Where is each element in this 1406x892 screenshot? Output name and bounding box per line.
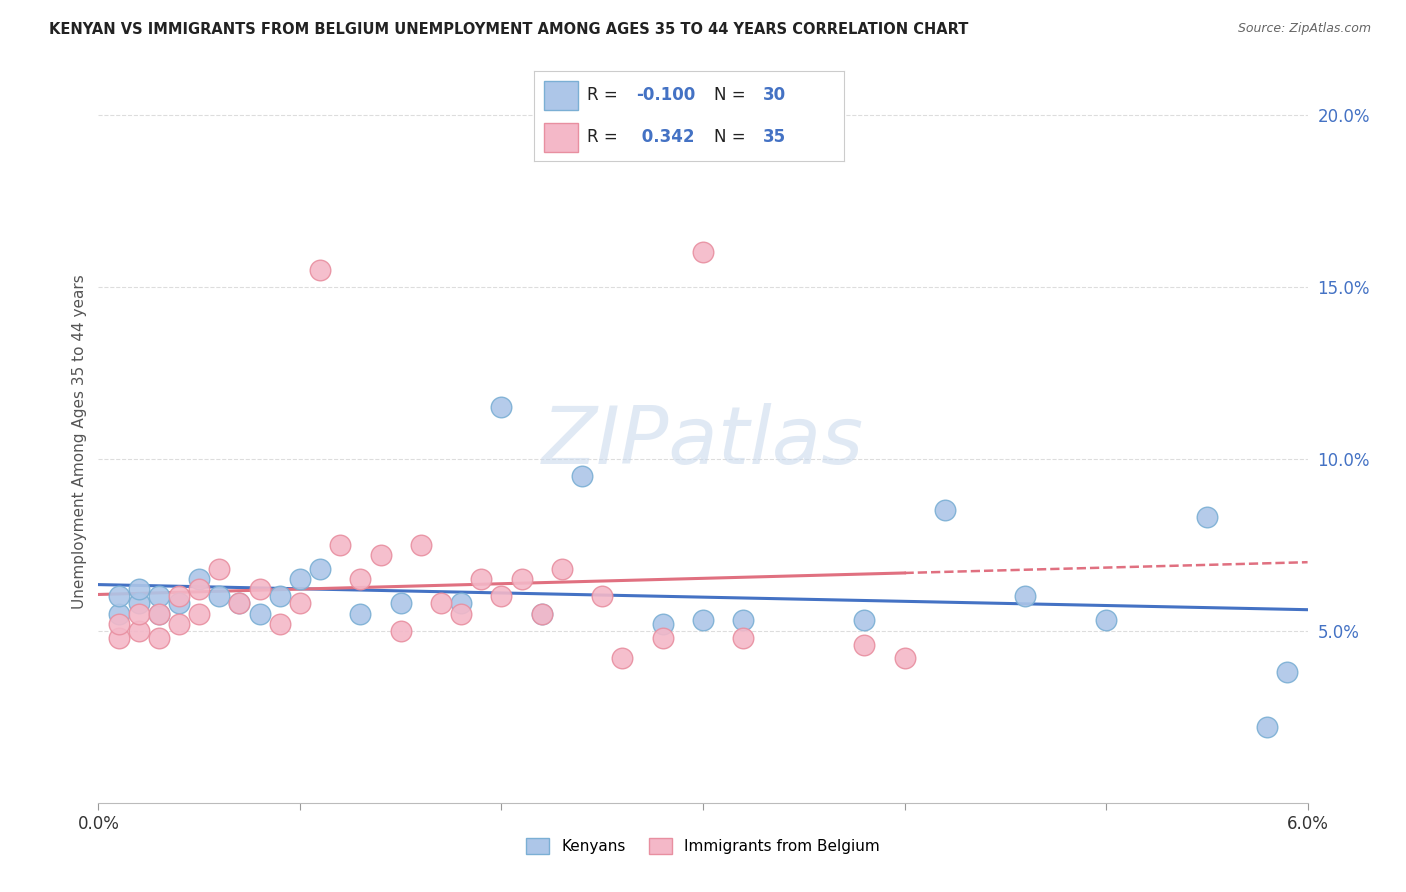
Point	[450, 607, 472, 621]
Point	[269, 590, 291, 604]
Legend: Kenyans, Immigrants from Belgium: Kenyans, Immigrants from Belgium	[520, 832, 886, 860]
Point	[128, 582, 150, 597]
Point	[329, 538, 352, 552]
Point	[370, 548, 392, 562]
Text: N =: N =	[714, 128, 751, 146]
Point	[148, 590, 170, 604]
Point	[733, 614, 755, 628]
Point	[148, 631, 170, 645]
Point	[491, 590, 513, 604]
Point	[1014, 590, 1036, 604]
Point	[1256, 720, 1278, 734]
Point	[470, 572, 492, 586]
Text: 0.342: 0.342	[637, 128, 695, 146]
Point	[733, 631, 755, 645]
Point	[288, 572, 311, 586]
Text: R =: R =	[586, 87, 623, 104]
Text: 35: 35	[763, 128, 786, 146]
Text: KENYAN VS IMMIGRANTS FROM BELGIUM UNEMPLOYMENT AMONG AGES 35 TO 44 YEARS CORRELA: KENYAN VS IMMIGRANTS FROM BELGIUM UNEMPL…	[49, 22, 969, 37]
Point	[167, 590, 190, 604]
FancyBboxPatch shape	[544, 81, 578, 110]
Point	[1095, 614, 1118, 628]
Point	[692, 245, 714, 260]
Point	[128, 607, 150, 621]
Point	[692, 614, 714, 628]
Point	[1277, 665, 1299, 679]
Point	[167, 616, 190, 631]
Text: Source: ZipAtlas.com: Source: ZipAtlas.com	[1237, 22, 1371, 36]
Point	[249, 582, 271, 597]
Text: -0.100: -0.100	[637, 87, 696, 104]
Point	[612, 651, 634, 665]
Point	[148, 607, 170, 621]
Y-axis label: Unemployment Among Ages 35 to 44 years: Unemployment Among Ages 35 to 44 years	[72, 274, 87, 609]
Point	[853, 638, 876, 652]
Point	[269, 616, 291, 631]
Point	[188, 572, 211, 586]
Point	[491, 400, 513, 414]
Point	[934, 503, 956, 517]
Point	[1195, 510, 1218, 524]
Point	[228, 596, 250, 610]
Point	[167, 596, 190, 610]
Text: N =: N =	[714, 87, 751, 104]
Point	[551, 562, 574, 576]
Point	[107, 590, 129, 604]
Point	[450, 596, 472, 610]
Point	[349, 572, 371, 586]
Point	[853, 614, 876, 628]
Point	[591, 590, 613, 604]
Point	[349, 607, 371, 621]
Point	[249, 607, 271, 621]
Point	[651, 616, 673, 631]
Point	[188, 607, 211, 621]
Point	[530, 607, 553, 621]
Point	[208, 562, 231, 576]
Point	[571, 469, 593, 483]
Text: R =: R =	[586, 128, 623, 146]
Point	[107, 607, 129, 621]
FancyBboxPatch shape	[544, 123, 578, 152]
Point	[107, 631, 129, 645]
Point	[107, 616, 129, 631]
Point	[288, 596, 311, 610]
Point	[228, 596, 250, 610]
Point	[148, 607, 170, 621]
Text: ZIPatlas: ZIPatlas	[541, 402, 865, 481]
Point	[128, 596, 150, 610]
Point	[188, 582, 211, 597]
Point	[389, 624, 412, 638]
Point	[389, 596, 412, 610]
Point	[651, 631, 673, 645]
Text: 30: 30	[763, 87, 786, 104]
Point	[309, 562, 332, 576]
Point	[128, 624, 150, 638]
Point	[409, 538, 432, 552]
Point	[208, 590, 231, 604]
Point	[309, 262, 332, 277]
Point	[530, 607, 553, 621]
Point	[430, 596, 453, 610]
Point	[510, 572, 533, 586]
Point	[893, 651, 915, 665]
